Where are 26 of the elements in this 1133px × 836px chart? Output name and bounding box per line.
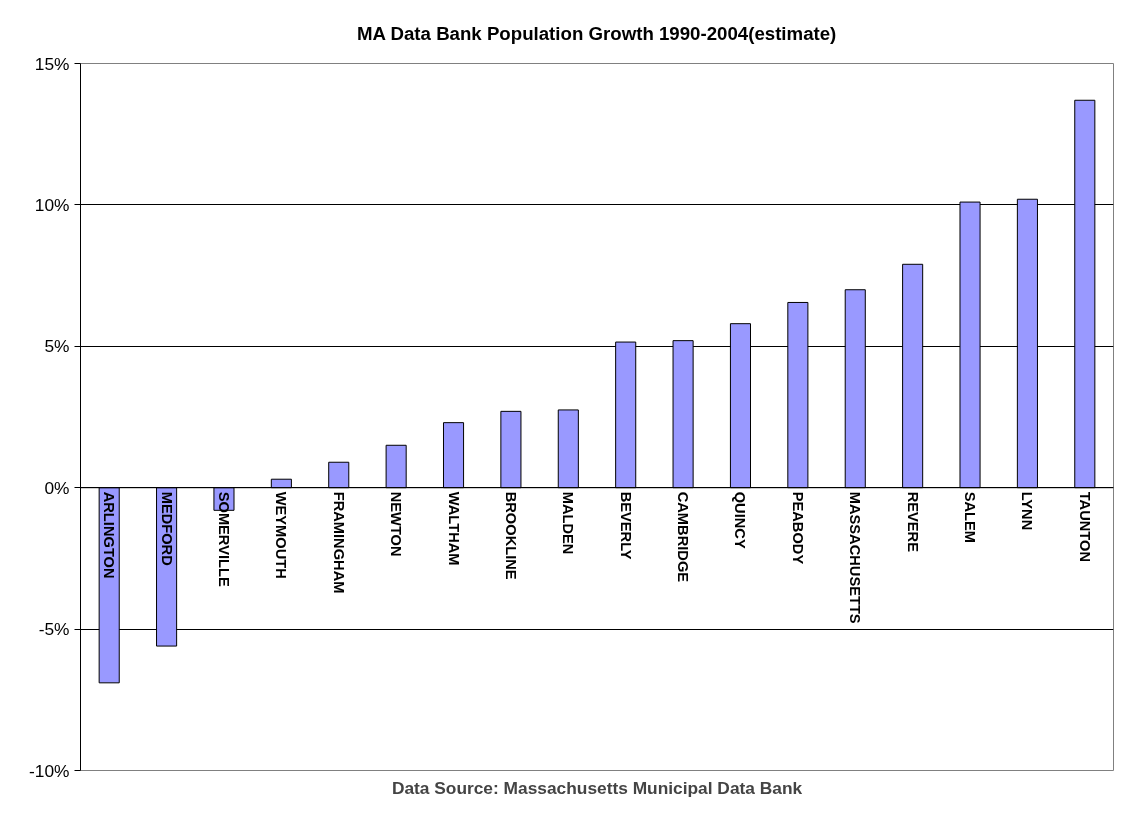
x-tick-label: BROOKLINE: [502, 491, 519, 580]
x-tick-label: BEVERLY: [617, 491, 634, 560]
x-tick-label: TAUNTON: [1076, 491, 1093, 562]
y-tick-label: 15%: [34, 53, 70, 74]
x-tick-label: WEYMOUTH: [273, 491, 290, 579]
chart-title: MA Data Bank Population Growth 1990-2004(estimate): [357, 22, 837, 44]
x-tick-label: FRAMINGHAM: [330, 491, 347, 594]
x-tick-label: PEABODY: [789, 491, 806, 565]
x-tick-label: MASSACHUSETTS: [847, 491, 864, 624]
x-tick-label: SALEM: [962, 491, 979, 543]
x-tick-label: REVERE: [904, 491, 921, 553]
x-tick-label: QUINCY: [732, 491, 749, 549]
x-tick-label: SOMERVILLE: [215, 491, 232, 587]
x-tick-label: CAMBRIDGE: [675, 491, 692, 583]
y-tick-label: 10%: [34, 194, 70, 215]
x-tick-label: LYNN: [1019, 491, 1036, 531]
x-tick-label: NEWTON: [388, 491, 405, 557]
x-tick-label: WALTHAM: [445, 491, 462, 566]
y-tick-label: -5%: [38, 619, 70, 640]
x-tick-label: MALDEN: [560, 491, 577, 555]
x-tick-label: ARLINGTON: [101, 491, 118, 579]
x-tick-label: MEDFORD: [158, 491, 175, 566]
y-tick-label: 5%: [44, 336, 70, 357]
source-note: Data Source: Massachusetts Municipal Data Bank: [391, 777, 803, 798]
y-tick-label: 0%: [44, 477, 70, 498]
y-tick-label: -10%: [29, 760, 70, 781]
